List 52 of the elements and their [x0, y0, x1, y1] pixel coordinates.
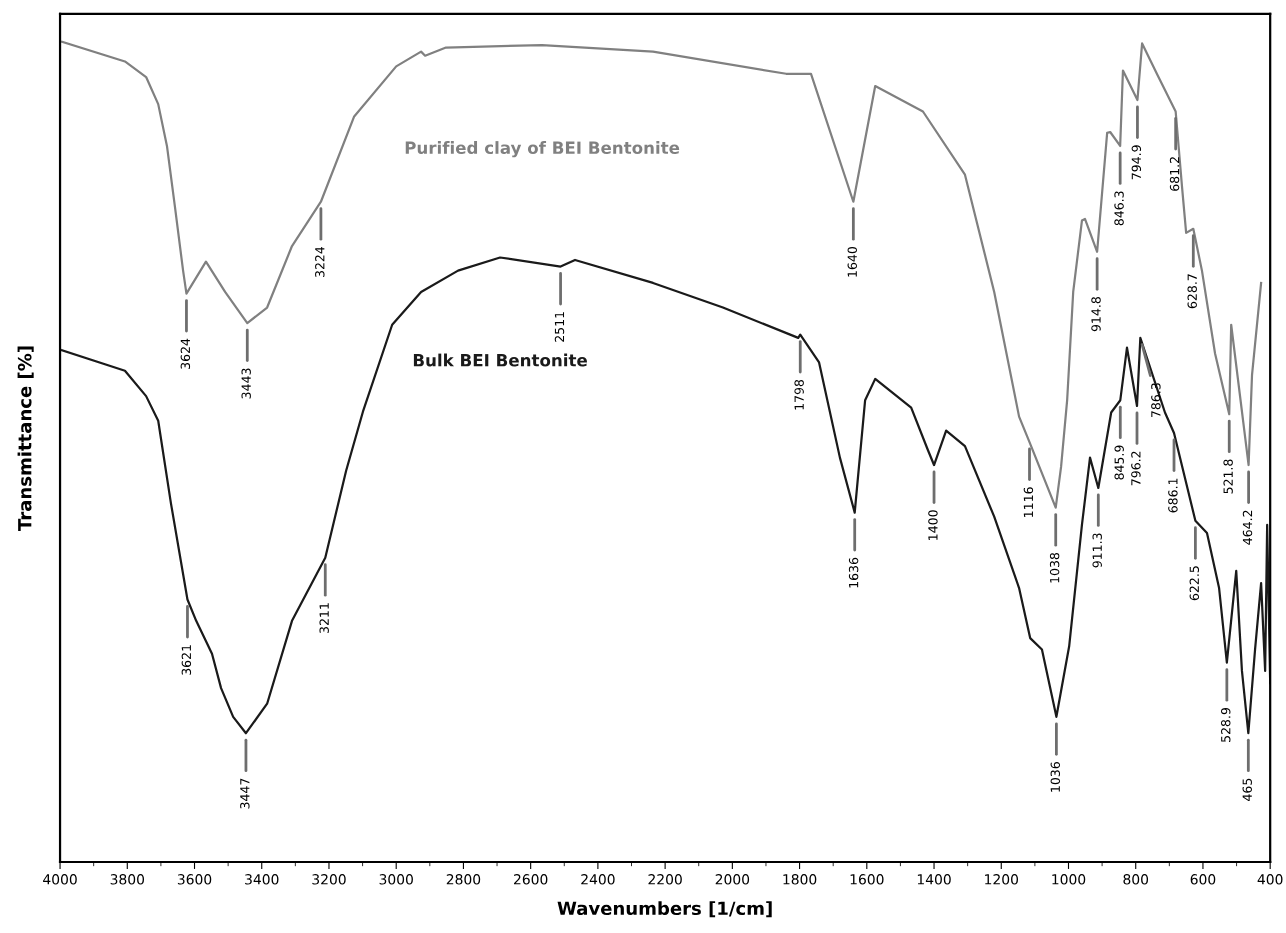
x-tick-label: 3200 [312, 874, 346, 885]
text: Purified clay of BEI Bentonite [405, 141, 680, 158]
x-tick-label: 3400 [245, 874, 279, 885]
annotation: 3443 [241, 368, 251, 399]
annotation: 846.3 [1114, 191, 1124, 226]
annotation: 796.2 [1131, 451, 1141, 486]
annotation: 786.3 [1151, 383, 1161, 418]
x-tick-label: 800 [1123, 874, 1149, 885]
annotation: 622.5 [1189, 566, 1200, 601]
y-axis-title: Transmittance [%] [17, 346, 34, 531]
x-tick-label: 3000 [379, 874, 413, 885]
x-tick-label: 1600 [850, 874, 884, 885]
x-axis-title: Wavenumbers [1/cm] [557, 901, 772, 918]
annotation: 464.2 [1242, 510, 1253, 545]
x-tick-label: 1400 [917, 874, 951, 885]
annotation: 2511 [554, 312, 565, 342]
x-tick-label: 2200 [648, 874, 682, 885]
annotation: 3211 [319, 603, 329, 633]
x-tick-label: 1000 [1052, 874, 1086, 885]
x-tick-label: 4000 [43, 874, 77, 885]
x-tick-label: 2400 [581, 874, 615, 885]
annotation: 1636 [848, 557, 859, 588]
annotation: 628.7 [1187, 274, 1197, 309]
x-tick-label: 2600 [514, 874, 548, 885]
annotation: 3621 [181, 645, 192, 675]
x-tick-label: 1200 [985, 874, 1019, 885]
annotation: 1640 [847, 247, 857, 277]
x-tick-label: 3800 [110, 874, 145, 885]
annotation: 845.9 [1114, 445, 1124, 480]
annotation: 1038 [1049, 552, 1060, 583]
annotation: 3624 [180, 338, 191, 369]
annotation: 528.9 [1221, 708, 1231, 742]
annotation: 686.1 [1168, 478, 1178, 513]
annotation: 794.9 [1131, 145, 1142, 180]
annotation: 914.8 [1091, 297, 1101, 332]
annotation: 3447 [240, 778, 250, 809]
annotation: 465 [1242, 778, 1252, 801]
annotation: 1036 [1050, 762, 1061, 792]
x-tick-label: 400 [1257, 874, 1283, 885]
series-label: Bulk BEI Bentonite [413, 353, 587, 367]
annotation: 1116 [1023, 487, 1034, 517]
annotation: 521.8 [1223, 459, 1233, 494]
x-tick-label: 1800 [783, 874, 817, 885]
annotation: 1400 [928, 510, 938, 540]
annotation: 911.3 [1092, 533, 1102, 568]
x-tick-label: 600 [1190, 874, 1216, 885]
annotation: 1798 [794, 379, 804, 410]
x-tick-label: 3600 [177, 874, 212, 885]
x-tick-label: 2800 [446, 874, 481, 885]
annotation: 681.2 [1169, 157, 1180, 191]
annotation: 3224 [315, 246, 325, 278]
x-tick-label: 2000 [715, 874, 750, 885]
